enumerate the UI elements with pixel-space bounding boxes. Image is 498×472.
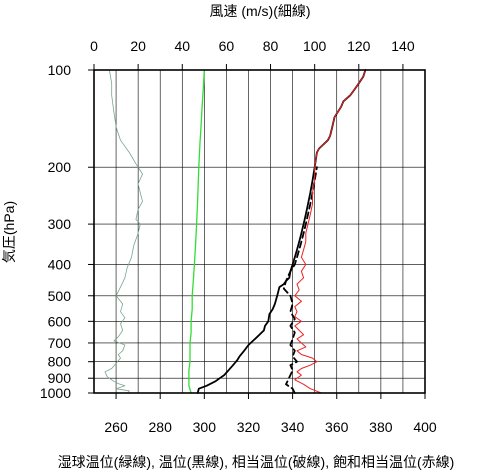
x-bottom-tick-label: 360 — [325, 419, 349, 435]
y-tick-label: 300 — [48, 216, 72, 232]
x-bottom-tick-label: 380 — [369, 419, 393, 435]
y-axis-title: 気圧(hPa) — [1, 201, 17, 263]
x-bottom-tick-label: 260 — [104, 419, 128, 435]
y-tick-label: 700 — [48, 335, 72, 351]
y-tick-label: 500 — [48, 288, 72, 304]
plot-frame — [93, 69, 426, 394]
y-tick-label: 800 — [48, 354, 72, 370]
grid — [94, 69, 425, 394]
x-top-tick-label: 120 — [347, 38, 371, 54]
y-tick-label: 100 — [48, 62, 72, 78]
x-top-tick-label: 40 — [174, 38, 190, 54]
x-bottom-tick-label: 320 — [237, 419, 261, 435]
y-tick-label: 200 — [48, 159, 72, 175]
series-line-相当温位 — [282, 166, 318, 394]
x-top-tick-label: 80 — [263, 38, 279, 54]
y-tick-label: 600 — [48, 313, 72, 329]
y-tick-label: 400 — [48, 256, 72, 272]
bottom-axis-title: 湿球温位(緑線), 温位(黒線), 相当温位(破線), 飽和相当温位(赤線) — [58, 454, 455, 470]
series-line-温位 — [196, 69, 367, 394]
plot-series — [104, 69, 367, 394]
x-top-tick-label: 0 — [90, 38, 98, 54]
series-line-風速 — [104, 69, 143, 394]
x-top-tick-label: 100 — [303, 38, 327, 54]
axis-ticks: 260 280 300 320 340 360 380 400 0 20 40 60 80 100 120 1… — [40, 38, 437, 435]
top-axis-title: 風速 (m/s)(細線) — [209, 3, 310, 19]
x-top-tick-label: 60 — [219, 38, 235, 54]
x-bottom-tick-label: 280 — [149, 419, 173, 435]
x-top-tick-label: 140 — [391, 38, 415, 54]
x-bottom-tick-label: 400 — [413, 419, 437, 435]
y-tick-label: 900 — [48, 370, 72, 386]
x-bottom-tick-label: 300 — [193, 419, 217, 435]
x-bottom-tick-label: 340 — [281, 419, 305, 435]
series-line-湿球温位 — [188, 69, 205, 394]
x-top-tick-label: 20 — [130, 38, 146, 54]
y-tick-label: 1000 — [40, 385, 71, 401]
series-line-飽和相当温位 — [294, 69, 366, 394]
